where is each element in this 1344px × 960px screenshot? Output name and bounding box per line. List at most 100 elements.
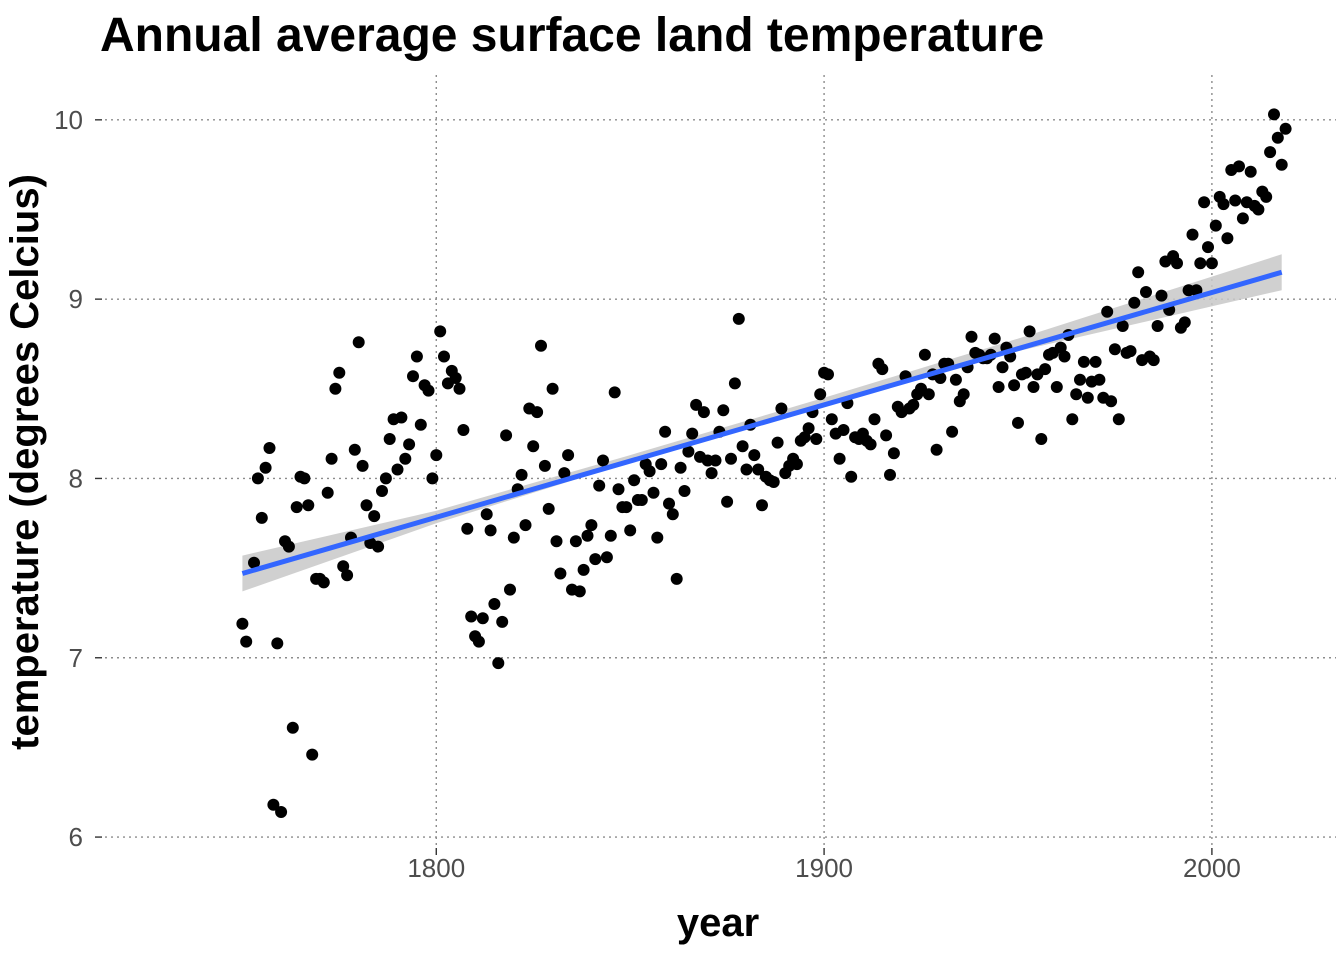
data-point bbox=[748, 449, 761, 462]
data-point bbox=[395, 411, 408, 424]
data-point bbox=[263, 442, 276, 454]
data-point bbox=[372, 540, 385, 553]
data-point bbox=[430, 449, 443, 462]
data-point bbox=[1147, 354, 1160, 367]
data-point bbox=[721, 495, 734, 508]
data-point bbox=[1229, 194, 1242, 207]
data-point bbox=[1252, 203, 1265, 216]
data-point bbox=[597, 454, 609, 467]
data-point bbox=[255, 511, 268, 524]
data-point bbox=[1027, 381, 1040, 393]
data-point bbox=[1140, 286, 1152, 298]
data-point bbox=[527, 440, 540, 453]
data-point bbox=[1081, 391, 1094, 404]
data-point bbox=[957, 388, 970, 401]
data-point bbox=[810, 433, 823, 445]
data-point bbox=[438, 350, 450, 363]
data-point bbox=[488, 598, 501, 610]
data-point bbox=[290, 501, 303, 514]
data-point bbox=[1260, 190, 1273, 203]
data-point bbox=[752, 463, 765, 476]
data-point bbox=[368, 510, 381, 523]
data-point bbox=[670, 572, 683, 585]
data-points bbox=[236, 108, 1292, 818]
data-point bbox=[434, 325, 447, 338]
data-point bbox=[1012, 416, 1024, 429]
data-point bbox=[717, 404, 730, 417]
data-point bbox=[1233, 160, 1245, 173]
data-point bbox=[333, 366, 346, 379]
data-point bbox=[306, 748, 319, 761]
data-point bbox=[507, 531, 520, 544]
data-point bbox=[655, 458, 668, 471]
data-point bbox=[569, 535, 582, 548]
data-point bbox=[1236, 212, 1249, 225]
data-point bbox=[918, 348, 931, 361]
trend-line bbox=[241, 269, 1283, 576]
data-point bbox=[476, 612, 489, 625]
data-point bbox=[240, 635, 253, 648]
data-point bbox=[1128, 296, 1141, 309]
data-point bbox=[728, 377, 741, 390]
data-point bbox=[1264, 146, 1277, 159]
data-point bbox=[1105, 395, 1118, 408]
data-point bbox=[317, 576, 330, 589]
data-point bbox=[1019, 366, 1032, 379]
data-point bbox=[496, 615, 509, 628]
data-point bbox=[825, 413, 838, 426]
data-point bbox=[822, 368, 834, 381]
data-point bbox=[1155, 289, 1168, 302]
data-point bbox=[1089, 355, 1102, 368]
data-point bbox=[531, 406, 544, 419]
data-point bbox=[666, 508, 679, 521]
data-point bbox=[542, 502, 555, 515]
data-point bbox=[635, 494, 648, 506]
data-point bbox=[589, 553, 602, 566]
data-point bbox=[647, 486, 660, 499]
data-point bbox=[736, 440, 749, 453]
data-point bbox=[267, 798, 280, 811]
data-point bbox=[298, 472, 311, 485]
data-point bbox=[376, 485, 388, 497]
data-point bbox=[732, 312, 745, 325]
data-point bbox=[593, 479, 606, 492]
data-point bbox=[1066, 413, 1079, 426]
data-point bbox=[1074, 373, 1086, 386]
data-point bbox=[705, 467, 718, 480]
data-point bbox=[845, 470, 858, 483]
data-point bbox=[887, 447, 900, 460]
data-point bbox=[775, 402, 788, 415]
data-point bbox=[558, 467, 571, 480]
data-point bbox=[449, 372, 462, 384]
data-point bbox=[1275, 158, 1288, 171]
data-point bbox=[422, 384, 435, 397]
data-point bbox=[329, 382, 342, 395]
data-point bbox=[519, 519, 532, 532]
data-point bbox=[802, 422, 815, 435]
data-point bbox=[1058, 350, 1071, 363]
data-point bbox=[682, 445, 695, 458]
data-point bbox=[946, 425, 959, 438]
data-point bbox=[814, 388, 827, 401]
x-tick-label: 1800 bbox=[407, 853, 465, 883]
data-point bbox=[678, 485, 691, 497]
data-point bbox=[492, 657, 505, 670]
data-point bbox=[341, 569, 354, 582]
data-point bbox=[864, 438, 877, 451]
data-point bbox=[1202, 241, 1214, 254]
data-point bbox=[1217, 198, 1230, 211]
y-tick-label: 8 bbox=[69, 463, 83, 493]
data-point bbox=[868, 413, 881, 426]
data-point bbox=[756, 499, 768, 512]
data-point bbox=[1070, 388, 1083, 401]
data-point bbox=[604, 529, 617, 542]
data-point bbox=[1132, 266, 1145, 279]
data-point bbox=[472, 635, 485, 648]
x-tick-label: 1900 bbox=[795, 853, 853, 883]
data-point bbox=[236, 617, 249, 630]
data-point bbox=[992, 381, 1005, 393]
data-point bbox=[286, 721, 299, 734]
data-point bbox=[725, 452, 737, 465]
data-point bbox=[1116, 320, 1129, 332]
